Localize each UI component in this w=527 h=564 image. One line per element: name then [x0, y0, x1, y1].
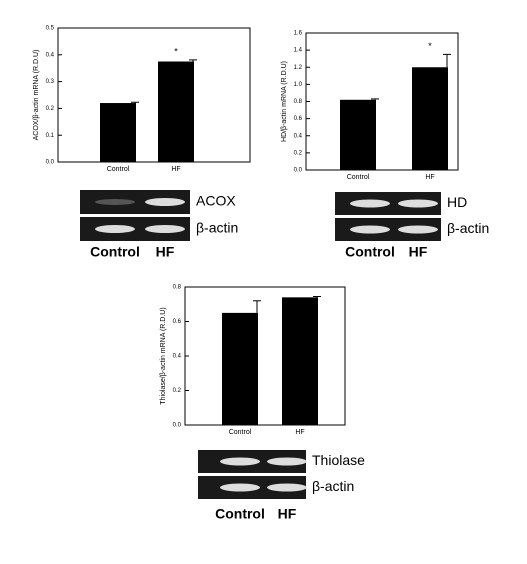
gel-band — [95, 225, 135, 233]
y-tick-label: 1.0 — [294, 82, 303, 88]
x-tick-label: Control — [229, 429, 252, 436]
y-tick-label: 0.1 — [46, 133, 55, 139]
gel-band — [398, 199, 438, 208]
gel-band — [267, 457, 307, 466]
y-axis-label: ACOX/β-actin mRNA (R.D.U) — [33, 50, 40, 141]
gel-band — [350, 225, 390, 234]
gel-band-label: HD — [447, 194, 467, 210]
x-tick-label: Control — [107, 166, 130, 173]
x-tick-label: HF — [295, 429, 304, 436]
y-tick-label: 0.6 — [294, 116, 303, 122]
plot-frame — [57, 27, 251, 163]
y-tick-label: 0.4 — [173, 354, 182, 360]
bar — [222, 312, 258, 425]
y-tick-label: 0.8 — [173, 285, 182, 291]
x-tick-label: Control — [347, 174, 370, 181]
gel-lane-label: HF — [156, 244, 175, 260]
bar — [100, 103, 136, 162]
significance-mark: * — [428, 41, 432, 51]
y-axis-label: HD/β-actin mRNA (R.D.U) — [281, 61, 288, 142]
gel-band — [145, 225, 185, 233]
y-tick-label: 0.0 — [294, 168, 303, 174]
gel-band — [145, 198, 185, 206]
y-tick-label: 0.2 — [294, 150, 303, 156]
gel-band — [220, 457, 260, 466]
plot-frame — [184, 286, 346, 426]
y-tick-label: 0.0 — [46, 160, 55, 166]
y-tick-label: 0.2 — [46, 106, 55, 112]
y-tick-label: 0.6 — [173, 319, 182, 325]
gel-band-label: β-actin — [312, 478, 354, 494]
gel-band — [350, 199, 390, 208]
gel-band — [95, 199, 135, 205]
y-axis-label: Thiolase/β-actin mRNA (R.D.U) — [160, 307, 167, 404]
significance-mark: * — [174, 46, 178, 56]
gel-band — [220, 483, 260, 492]
gel-band-label: Thiolase — [312, 452, 365, 468]
y-tick-label: 0.8 — [294, 99, 303, 105]
gel-lane-label: HF — [278, 506, 297, 522]
bar — [412, 67, 448, 170]
bar — [158, 61, 194, 162]
gel-band-label: β-actin — [447, 220, 489, 236]
y-tick-label: 0.5 — [46, 26, 55, 32]
x-tick-label: HF — [171, 166, 180, 173]
gel-band-label: ACOX — [196, 193, 236, 209]
bar — [340, 99, 376, 170]
gel-band-label: β-actin — [196, 220, 238, 236]
y-tick-label: 0.4 — [46, 52, 55, 58]
y-tick-label: 1.4 — [294, 48, 303, 54]
y-tick-label: 0.2 — [173, 388, 182, 394]
gel-lane-label: Control — [345, 244, 395, 260]
gel-band — [267, 483, 307, 492]
y-tick-label: 0.4 — [294, 133, 303, 139]
gel-lane-label: HF — [409, 244, 428, 260]
y-tick-label: 0.0 — [173, 423, 182, 429]
y-tick-label: 1.6 — [294, 31, 303, 37]
y-tick-label: 1.2 — [294, 65, 303, 71]
x-tick-label: HF — [425, 174, 434, 181]
gel-lane-label: Control — [90, 244, 140, 260]
bar — [282, 297, 318, 425]
gel-band — [398, 225, 438, 234]
y-tick-label: 0.3 — [46, 79, 55, 85]
gel-lane-label: Control — [215, 506, 265, 522]
